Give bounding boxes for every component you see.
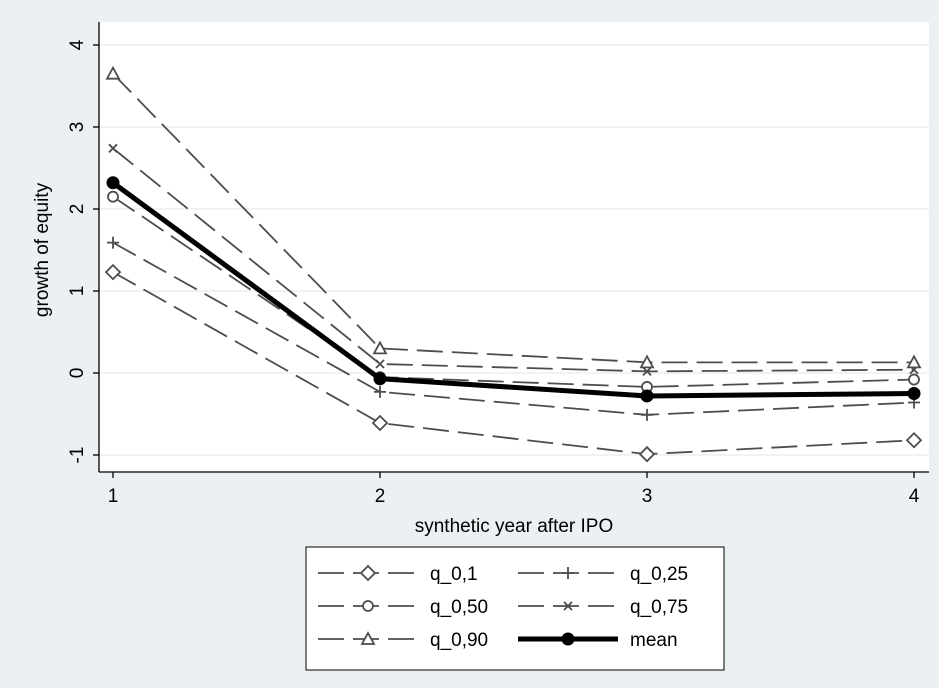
x-axis-title: synthetic year after IPO <box>415 516 614 537</box>
data-point <box>909 375 919 385</box>
legend-label: q_0,50 <box>430 597 488 618</box>
y-tick-label: 4 <box>67 39 88 50</box>
y-tick-label: 1 <box>67 286 88 297</box>
x-tick-label: 4 <box>909 486 920 507</box>
legend-marker <box>363 601 373 611</box>
legend-label: q_0,1 <box>430 564 478 585</box>
x-tick-label: 2 <box>375 486 386 507</box>
x-tick-label: 3 <box>642 486 653 507</box>
x-tick-label: 1 <box>108 486 119 507</box>
data-point <box>908 388 920 400</box>
legend-label: q_0,75 <box>630 597 688 618</box>
data-point <box>374 373 386 385</box>
data-point <box>107 177 119 189</box>
y-tick-label: 2 <box>67 204 88 215</box>
data-point <box>641 390 653 402</box>
legend: q_0,1 q_0,25 q_0,50 q_0,75 q_0,90 mean <box>306 547 724 670</box>
plot-area <box>99 22 929 472</box>
y-tick-label: 0 <box>67 368 88 379</box>
data-point <box>108 192 118 202</box>
y-axis-title: growth of equity <box>32 182 53 317</box>
y-tick-label: 3 <box>67 122 88 133</box>
y-tick-label: -1 <box>67 447 88 464</box>
legend-label: mean <box>630 630 678 651</box>
legend-label: q_0,25 <box>630 564 688 585</box>
legend-marker <box>562 633 574 645</box>
legend-label: q_0,90 <box>430 630 488 651</box>
